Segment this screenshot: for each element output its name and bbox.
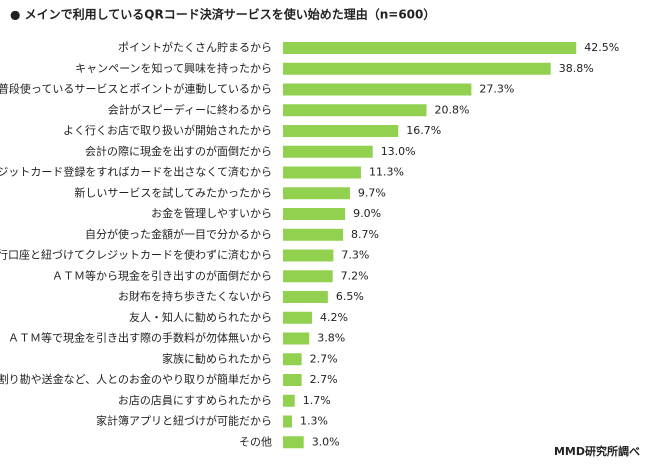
value-label: 16.7% <box>406 124 441 137</box>
bar <box>283 145 373 158</box>
category-label: お財布を持ち歩きたくないから <box>118 289 272 303</box>
bar <box>283 353 302 366</box>
chart-title: ● メインで利用しているQRコード決済サービスを使い始めた理由（n=600） <box>10 7 435 22</box>
bar <box>283 166 361 179</box>
bar <box>283 415 292 428</box>
value-label: 20.8% <box>435 103 470 116</box>
value-label: 9.7% <box>358 186 386 199</box>
category-label: 銀行口座と紐づけてクレジットカードを使わずに済むから <box>0 248 272 262</box>
value-label: 9.0% <box>353 207 381 220</box>
category-label: 普段使っているサービスとポイントが連動しているから <box>0 82 272 96</box>
category-label: よく行くお店で取り扱いが開始されたから <box>63 123 272 137</box>
category-label: お金を管理しやすいから <box>151 206 272 220</box>
bar <box>283 291 328 303</box>
bar <box>283 374 302 386</box>
value-label: 27.3% <box>479 83 514 96</box>
category-label: お店の店員にすすめられたから <box>118 393 272 407</box>
category-label: 会計の際に現金を出すのが面倒だから <box>85 144 272 158</box>
bar <box>283 249 334 262</box>
value-label: 11.3% <box>369 166 404 179</box>
category-label: 新しいサービスを試してみたかったから <box>74 185 272 199</box>
category-label: キャンペーンを知って興味を持ったから <box>75 61 272 75</box>
category-label: ポイントがたくさん貯まるから <box>118 40 272 54</box>
bar <box>283 270 333 283</box>
value-label: 2.7% <box>310 352 338 365</box>
value-label: 3.8% <box>317 332 345 345</box>
bar <box>283 208 346 220</box>
category-label: 割り勘や送金など、人とのお金のやり取りが簡単だから <box>0 372 272 386</box>
category-label: クレジットカード登録をすればカードを出さなくて済むから <box>0 165 272 179</box>
value-label: 4.2% <box>320 311 348 324</box>
value-label: 3.0% <box>312 435 340 448</box>
value-label: 2.7% <box>310 373 338 386</box>
category-label: ＡＴＭ等で現金を引き出す際の手数料が勿体無いから <box>8 331 272 345</box>
bar <box>283 62 551 75</box>
bar <box>283 42 577 54</box>
value-label: 7.2% <box>341 269 369 282</box>
value-label: 42.5% <box>584 41 619 54</box>
value-label: 13.0% <box>381 145 416 158</box>
value-label: 7.3% <box>341 249 369 262</box>
category-label: 家計簿アプリと紐づけが可能だから <box>96 414 272 428</box>
bar <box>283 311 312 324</box>
bar <box>283 436 304 449</box>
value-label: 1.3% <box>300 415 328 428</box>
bar <box>283 187 350 200</box>
category-label: 家族に勧められたから <box>162 351 272 365</box>
bar <box>283 332 310 345</box>
value-label: 1.7% <box>303 394 331 407</box>
value-label: 38.8% <box>559 62 594 75</box>
category-label: 自分が使った金額が一目で分かるから <box>85 227 272 241</box>
category-label: ＡＴＭ等から現金を引き出すのが面倒だから <box>52 268 272 282</box>
value-label: 8.7% <box>351 228 379 241</box>
category-label: 友人・知人に勧められたから <box>129 310 272 324</box>
category-label: 会計がスピーディーに終わるから <box>108 102 272 116</box>
bar <box>283 125 399 137</box>
value-label: 6.5% <box>336 290 364 303</box>
bar <box>283 394 295 407</box>
bar <box>283 228 344 241</box>
bar <box>283 104 427 117</box>
bar <box>283 83 472 96</box>
source: MMD研究所調べ <box>554 444 640 458</box>
category-label: その他 <box>239 435 272 448</box>
